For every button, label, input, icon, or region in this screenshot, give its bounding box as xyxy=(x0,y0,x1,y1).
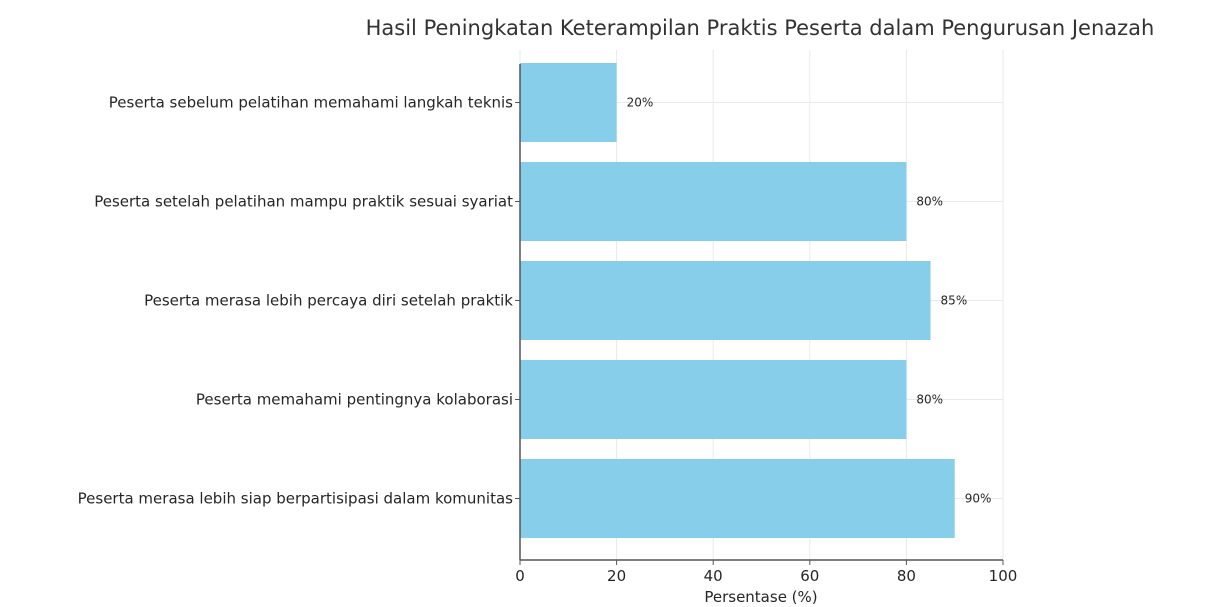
x-tick-label: 0 xyxy=(515,567,525,585)
x-axis-title: Persentase (%) xyxy=(704,588,817,606)
bar xyxy=(520,459,955,538)
chart-title: Hasil Peningkatan Keterampilan Praktis P… xyxy=(366,16,1155,40)
bars xyxy=(520,63,955,538)
x-tick-label: 80 xyxy=(897,567,916,585)
data-label: 80% xyxy=(916,195,943,209)
data-label: 80% xyxy=(916,393,943,407)
category-label: Peserta sebelum pelatihan memahami langk… xyxy=(109,94,513,112)
category-labels: Peserta sebelum pelatihan memahami langk… xyxy=(78,94,514,508)
x-tick-label: 20 xyxy=(607,567,626,585)
bar xyxy=(520,63,617,142)
category-label: Peserta setelah pelatihan mampu praktik … xyxy=(94,193,513,211)
bar xyxy=(520,261,931,340)
data-label: 85% xyxy=(941,294,968,308)
data-label: 90% xyxy=(965,492,992,506)
data-label: 20% xyxy=(627,96,654,110)
x-tick-label: 40 xyxy=(704,567,723,585)
bar xyxy=(520,162,907,241)
category-label: Peserta merasa lebih siap berpartisipasi… xyxy=(78,490,514,508)
x-tick-label: 100 xyxy=(989,567,1018,585)
category-label: Peserta memahami pentingnya kolaborasi xyxy=(196,391,513,409)
data-labels: 20% 80% 85% 80% 90% xyxy=(627,96,992,506)
axes: 0 20 40 60 80 100 xyxy=(515,64,1017,585)
category-label: Peserta merasa lebih percaya diri setela… xyxy=(144,292,513,310)
x-tick-label: 60 xyxy=(800,567,819,585)
bar xyxy=(520,360,907,439)
